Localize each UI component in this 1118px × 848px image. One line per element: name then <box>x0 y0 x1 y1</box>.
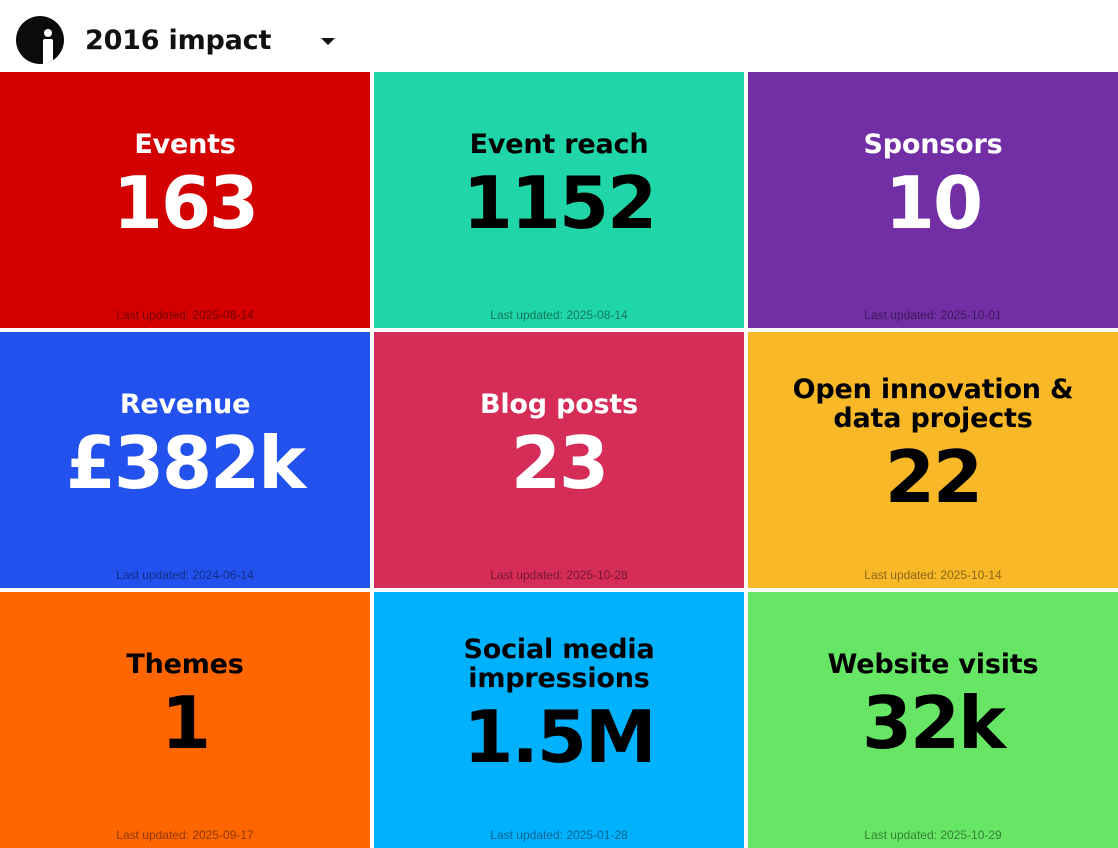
tile-open-innovation-projects[interactable]: Open innovation & data projects 22 Last … <box>748 332 1118 588</box>
tile-social-media-impressions[interactable]: Social media impressions 1.5M Last updat… <box>374 592 744 848</box>
tile-content: Themes 1 <box>0 592 370 822</box>
tile-value: 32k <box>861 680 1006 765</box>
caret-down-icon[interactable] <box>321 38 335 45</box>
page-title: 2016 impact <box>85 25 272 56</box>
tile-last-updated: Last updated: 2025-10-01 <box>864 308 1002 322</box>
tile-content: Open innovation & data projects 22 <box>748 332 1118 562</box>
info-person-logo-icon[interactable] <box>16 16 64 64</box>
tile-blog-posts[interactable]: Blog posts 23 Last updated: 2025-10-28 <box>374 332 744 588</box>
tile-value: £382k <box>65 420 306 505</box>
logo-dot <box>44 29 52 37</box>
tile-value: 1152 <box>462 160 657 245</box>
tile-content: Blog posts 23 <box>374 332 744 562</box>
tile-last-updated: Last updated: 2024-06-14 <box>116 568 254 582</box>
tile-label: Revenue <box>119 388 251 420</box>
tile-events[interactable]: Events 163 Last updated: 2025-08-14 <box>0 72 370 328</box>
tile-content: Social media impressions 1.5M <box>374 592 744 822</box>
tile-label: Events <box>134 128 236 160</box>
tile-value: 22 <box>884 435 983 519</box>
tile-value: 1.5M <box>463 695 656 779</box>
tile-content: Events 163 <box>0 72 370 302</box>
header-bar: 2016 impact <box>0 0 1118 72</box>
tile-event-reach[interactable]: Event reach 1152 Last updated: 2025-08-1… <box>374 72 744 328</box>
tile-label: Open innovation & data projects <box>792 374 1074 434</box>
tile-sponsors[interactable]: Sponsors 10 Last updated: 2025-10-01 <box>748 72 1118 328</box>
tile-last-updated: Last updated: 2025-08-14 <box>116 308 254 322</box>
tile-themes[interactable]: Themes 1 Last updated: 2025-09-17 <box>0 592 370 848</box>
tile-last-updated: Last updated: 2025-10-14 <box>864 568 1002 582</box>
tile-last-updated: Last updated: 2025-09-17 <box>116 828 254 842</box>
tile-last-updated: Last updated: 2025-10-28 <box>490 568 628 582</box>
tile-last-updated: Last updated: 2025-10-29 <box>864 828 1002 842</box>
tile-label: Blog posts <box>479 388 639 420</box>
tile-value: 10 <box>884 160 983 245</box>
impact-tiles-grid: Events 163 Last updated: 2025-08-14 Even… <box>0 72 1118 848</box>
tile-revenue[interactable]: Revenue £382k Last updated: 2024-06-14 <box>0 332 370 588</box>
tile-label: Themes <box>126 648 244 680</box>
tile-content: Event reach 1152 <box>374 72 744 302</box>
tile-content: Website visits 32k <box>748 592 1118 822</box>
tile-value: 23 <box>510 420 609 505</box>
tile-label: Sponsors <box>863 128 1003 160</box>
tile-website-visits[interactable]: Website visits 32k Last updated: 2025-10… <box>748 592 1118 848</box>
tile-value: 1 <box>160 680 211 765</box>
tile-last-updated: Last updated: 2025-01-28 <box>490 828 628 842</box>
logo-stem <box>43 39 53 64</box>
year-dropdown[interactable]: 2016 impact <box>84 20 344 64</box>
tile-label: Website visits <box>827 648 1039 680</box>
tile-label: Social media impressions <box>463 634 655 694</box>
tile-value: 163 <box>112 160 259 245</box>
tile-content: Revenue £382k <box>0 332 370 562</box>
tile-last-updated: Last updated: 2025-08-14 <box>490 308 628 322</box>
tile-label: Event reach <box>469 128 649 160</box>
tile-content: Sponsors 10 <box>748 72 1118 302</box>
